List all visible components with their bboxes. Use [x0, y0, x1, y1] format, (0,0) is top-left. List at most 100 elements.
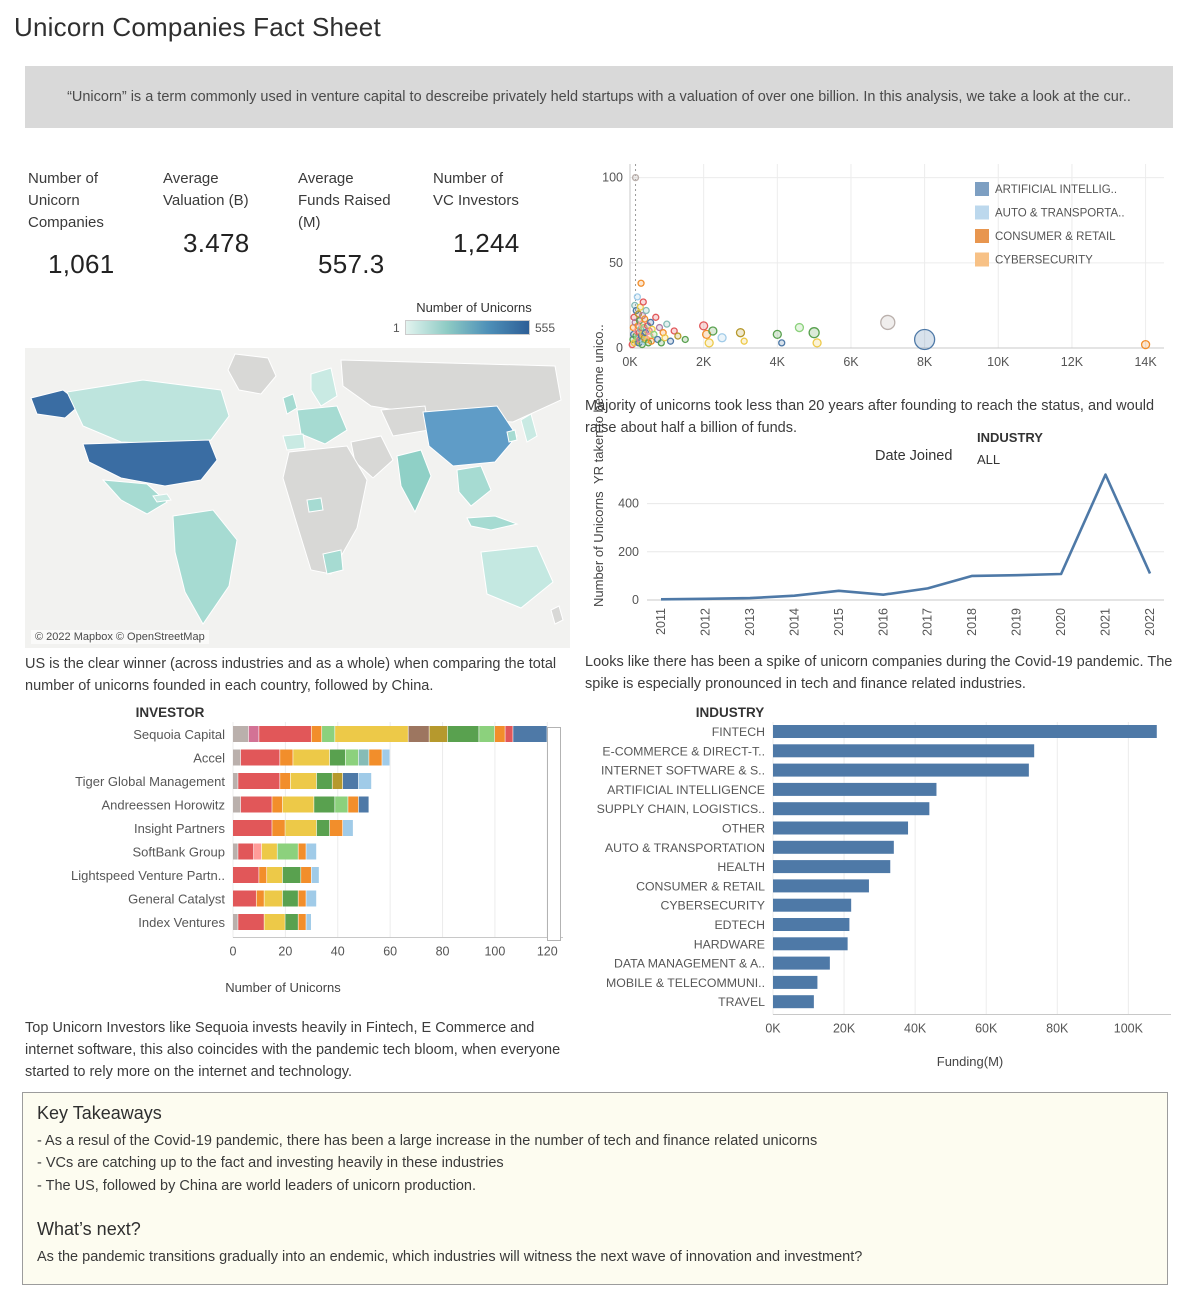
industry-label: TRAVEL — [718, 995, 765, 1009]
industry-bar — [773, 879, 869, 893]
scatter-point — [812, 338, 822, 348]
industry-label: HARDWARE — [694, 937, 765, 951]
stacked-bar-segment — [233, 820, 272, 836]
stacked-bar-segment — [301, 867, 311, 883]
world-map[interactable]: © 2022 Mapbox © OpenStreetMap — [25, 348, 570, 648]
svg-text:2K: 2K — [696, 355, 712, 369]
investor-legend-scrollbar[interactable] — [547, 727, 561, 941]
investor-label: Insight Partners — [134, 821, 226, 836]
industry-filter-dropdown[interactable]: ALL — [977, 452, 1001, 467]
scatter-point — [646, 318, 655, 327]
industry-chart[interactable]: 0K 20K 40K 60K 80K 100K FINTECH E-COMMERCE & DI… — [585, 722, 1180, 1044]
stacked-bar-segment — [282, 796, 314, 813]
stacked-bar-segment — [494, 726, 505, 742]
scatter-point — [681, 335, 689, 344]
svg-text:100: 100 — [484, 945, 505, 959]
timeline-chart[interactable]: Number of Unicorns 0 200 400 2011 2012 2013 20… — [585, 455, 1180, 653]
stacked-bar-segment — [240, 749, 280, 766]
timeline-plot: 0 200 400 2011 2012 2013 2014 2015 2016 2017 2018 2… — [618, 473, 1164, 636]
stacked-bar-segment — [280, 773, 291, 789]
industry-label: E-COMMERCE & DIRECT-T.. — [602, 744, 765, 758]
investor-label: Index Ventures — [138, 915, 225, 930]
stacked-bar-segment — [233, 867, 259, 883]
stacked-bar-segment — [233, 726, 249, 742]
stacked-bar-segment — [259, 867, 267, 883]
stacked-bar-segment — [479, 726, 495, 742]
scatter-point — [647, 337, 656, 345]
svg-text:4K: 4K — [770, 355, 786, 369]
scatter-point — [708, 326, 718, 336]
scatter-point — [663, 320, 671, 328]
scatter-point — [652, 313, 660, 321]
scatter-point — [642, 306, 650, 315]
industry-bar — [773, 975, 818, 989]
stacked-bar-segment — [238, 843, 254, 860]
map-color-legend: Number of Unicorns 1 555 — [393, 300, 555, 335]
kpi-avg-valuation: Average Valuation (B) 3.478 — [163, 168, 288, 280]
investor-x-axis-label: Number of Unicorns — [225, 980, 341, 995]
industry-label: OTHER — [722, 822, 765, 836]
timeline-y-axis-label: Number of Unicorns — [591, 491, 606, 607]
svg-text:40K: 40K — [904, 1022, 927, 1036]
stacked-bar-segment — [293, 749, 330, 766]
investor-label: Tiger Global Management — [75, 774, 225, 789]
kpi-unicorn-count: Number of Unicorn Companies 1,061 — [28, 168, 153, 280]
industry-label: INTERNET SOFTWARE & S.. — [601, 764, 765, 778]
industry-bar — [773, 995, 814, 1009]
svg-text:80K: 80K — [1046, 1022, 1069, 1036]
stacked-bar-segment — [280, 749, 293, 766]
svg-text:50: 50 — [609, 256, 623, 270]
svg-text:14K: 14K — [1134, 355, 1157, 369]
investor-caption: Top Unicorn Investors like Sequoia inves… — [25, 1020, 561, 1080]
svg-text:60: 60 — [383, 945, 397, 959]
stacked-bar-segment — [282, 890, 298, 907]
svg-text:2014: 2014 — [787, 608, 801, 636]
key-takeaways-panel: Key Takeaways - As a resul of the Covid-… — [22, 1092, 1168, 1285]
stacked-bar-segment — [238, 773, 280, 789]
stacked-bar-segment — [240, 796, 272, 813]
stacked-bar-segment — [345, 749, 359, 766]
scatter-chart[interactable]: YR taken to become unico.. 0K 2K 4K 6K 8K 10K… — [585, 152, 1180, 484]
map-caption: US is the clear winner (across industrie… — [25, 656, 557, 694]
scatter-point — [794, 322, 805, 333]
industry-bar — [773, 782, 937, 796]
stacked-bar-segment — [329, 749, 346, 766]
svg-text:20K: 20K — [833, 1022, 856, 1036]
svg-text:ARTIFICIAL INTELLIG..: ARTIFICIAL INTELLIG.. — [995, 184, 1117, 196]
industry-bar — [773, 937, 848, 951]
stacked-bar-segment — [248, 726, 259, 742]
stacked-bar-segment — [264, 890, 283, 907]
scatter-point — [657, 339, 665, 347]
map-legend-gradient — [404, 320, 530, 335]
industry-bar — [773, 725, 1157, 738]
takeaway-bullet: - VCs are catching up to the fact and in… — [37, 1155, 504, 1172]
scatter-caption: Majority of unicorns took less than 20 y… — [585, 398, 1155, 436]
stacked-bar-segment — [272, 820, 285, 836]
stacked-bar-segment — [264, 914, 285, 930]
intro-banner: “Unicorn” is a term commonly used in ven… — [25, 66, 1173, 128]
investor-label: Andreessen Horowitz — [101, 798, 225, 813]
svg-text:100K: 100K — [1114, 1022, 1144, 1036]
stacked-bar-segment — [316, 773, 332, 789]
industry-x-axis-label: Funding(M) — [936, 1054, 1004, 1069]
scatter-point — [778, 339, 786, 347]
investor-label: General Catalyst — [128, 892, 225, 907]
stacked-bar-segment — [306, 843, 317, 860]
stacked-bar-segment — [369, 749, 382, 766]
stacked-bar-segment — [282, 867, 301, 883]
industry-label: HEALTH — [717, 860, 765, 874]
industry-bar — [773, 744, 1035, 758]
svg-text:2020: 2020 — [1054, 608, 1068, 636]
industry-label: EDTECH — [714, 918, 765, 932]
stacked-bar-segment — [259, 726, 311, 742]
stacked-bar-segment — [447, 726, 479, 742]
takeaways-heading: Key Takeaways — [37, 1103, 162, 1123]
investor-chart[interactable]: 0 20 40 60 80 100 120 Sequoia Capital Accel Tiger… — [25, 722, 565, 974]
scatter-point — [637, 279, 645, 287]
svg-text:2019: 2019 — [1010, 608, 1024, 636]
legend-swatch — [975, 205, 989, 220]
svg-text:CONSUMER & RETAIL: CONSUMER & RETAIL — [995, 231, 1116, 243]
stacked-bar-segment — [358, 749, 369, 766]
scatter-point — [704, 338, 714, 348]
